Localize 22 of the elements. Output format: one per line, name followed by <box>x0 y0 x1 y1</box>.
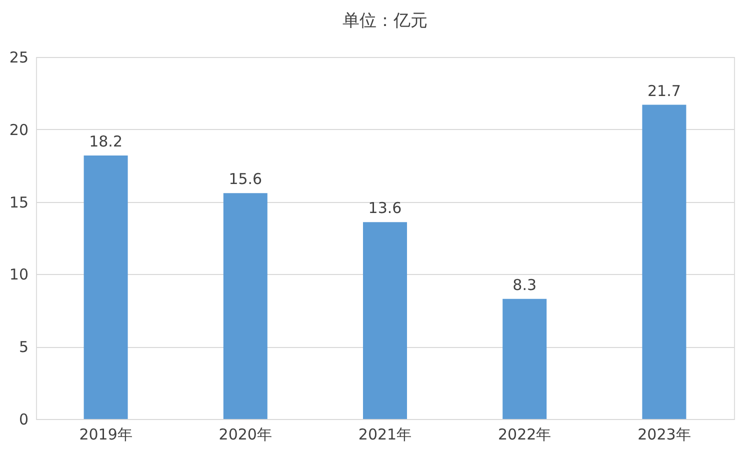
data-label: 13.6 <box>368 199 402 218</box>
data-label: 21.7 <box>647 82 681 100</box>
x-tick-label: 2019年 <box>79 426 132 444</box>
y-tick-label: 15 <box>9 193 28 212</box>
bar <box>84 155 128 419</box>
x-tick-label: 2020年 <box>218 426 272 444</box>
data-label: 18.2 <box>89 132 123 150</box>
y-tick-label: 20 <box>9 120 28 139</box>
bar <box>502 298 547 419</box>
y-tick-label: 0 <box>18 410 28 428</box>
y-tick-label: 5 <box>18 338 28 356</box>
data-label: 15.6 <box>228 170 262 188</box>
bar <box>363 222 407 419</box>
data-label: 8.3 <box>512 276 537 294</box>
y-tick-label: 25 <box>9 48 28 66</box>
x-tick-label: 2021年 <box>358 426 412 444</box>
y-tick-label: 10 <box>9 266 28 284</box>
chart-title: 单位：亿元 <box>342 11 428 31</box>
bar <box>642 104 686 419</box>
bar <box>223 193 268 419</box>
x-tick-label: 2022年 <box>498 426 552 444</box>
x-tick-label: 2023年 <box>638 426 691 444</box>
